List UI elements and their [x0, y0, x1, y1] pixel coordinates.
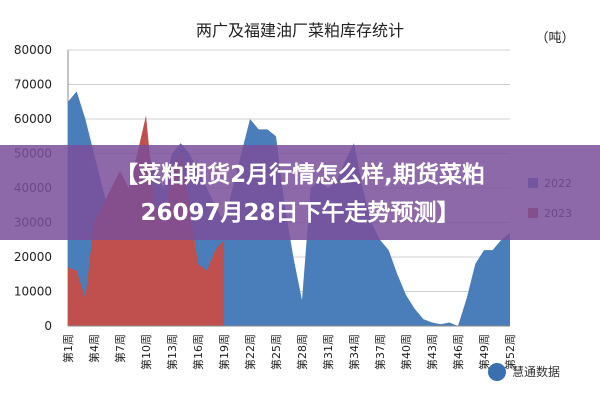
y-tick-label: 60000 [14, 112, 52, 126]
x-tick-label: 第31周 [321, 334, 335, 370]
x-tick-label: 第7周 [113, 334, 127, 363]
banner-line: 【菜粕期货2月行情怎么样,期货菜粕 [115, 161, 485, 188]
x-tick-label: 第19周 [217, 334, 231, 370]
x-tick-label: 第49周 [477, 334, 491, 370]
banner-line: 26097月28日下午走势预测】 [140, 199, 459, 226]
x-tick-label: 第46周 [451, 334, 465, 370]
banner-background [0, 145, 600, 240]
x-tick-label: 第34周 [347, 334, 361, 370]
x-tick-label: 第40周 [399, 334, 413, 370]
unit-label: （吨） [535, 31, 574, 46]
watermark-icon [488, 363, 506, 381]
y-tick-label: 20000 [14, 250, 52, 264]
y-tick-label: 0 [44, 319, 52, 333]
x-tick-label: 第1周 [61, 334, 75, 363]
y-tick-label: 80000 [14, 43, 52, 57]
x-tick-label: 第37周 [373, 334, 387, 370]
chart-title: 两广及福建油厂菜粕库存统计 [196, 21, 404, 40]
x-tick-label: 第16周 [191, 334, 205, 370]
y-tick-label: 10000 [14, 285, 52, 299]
x-tick-label: 第10周 [139, 334, 153, 370]
x-tick-label: 第25周 [269, 334, 283, 370]
x-tick-label: 第28周 [295, 334, 309, 370]
x-tick-label: 第4周 [87, 334, 101, 363]
y-tick-label: 70000 [14, 78, 52, 92]
watermark: 慧通数据 [512, 364, 560, 379]
x-tick-label: 第13周 [165, 334, 179, 370]
x-tick-label: 第43周 [425, 334, 439, 370]
x-tick-label: 第22周 [243, 334, 257, 370]
x-tick-label: 第52周 [503, 334, 517, 370]
